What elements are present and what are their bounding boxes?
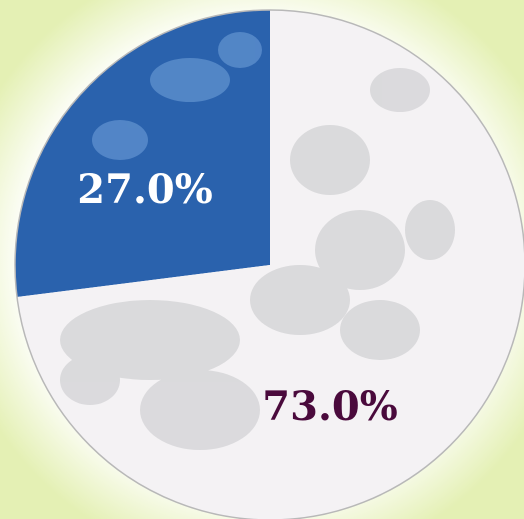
moon-craters [60,68,455,450]
data-label: 27.0% [77,166,212,213]
pie [14,10,524,519]
data-label: 73.0% [262,383,397,430]
pie-slice [17,10,524,519]
pie-outline [14,9,524,519]
blue-craters [92,32,262,160]
